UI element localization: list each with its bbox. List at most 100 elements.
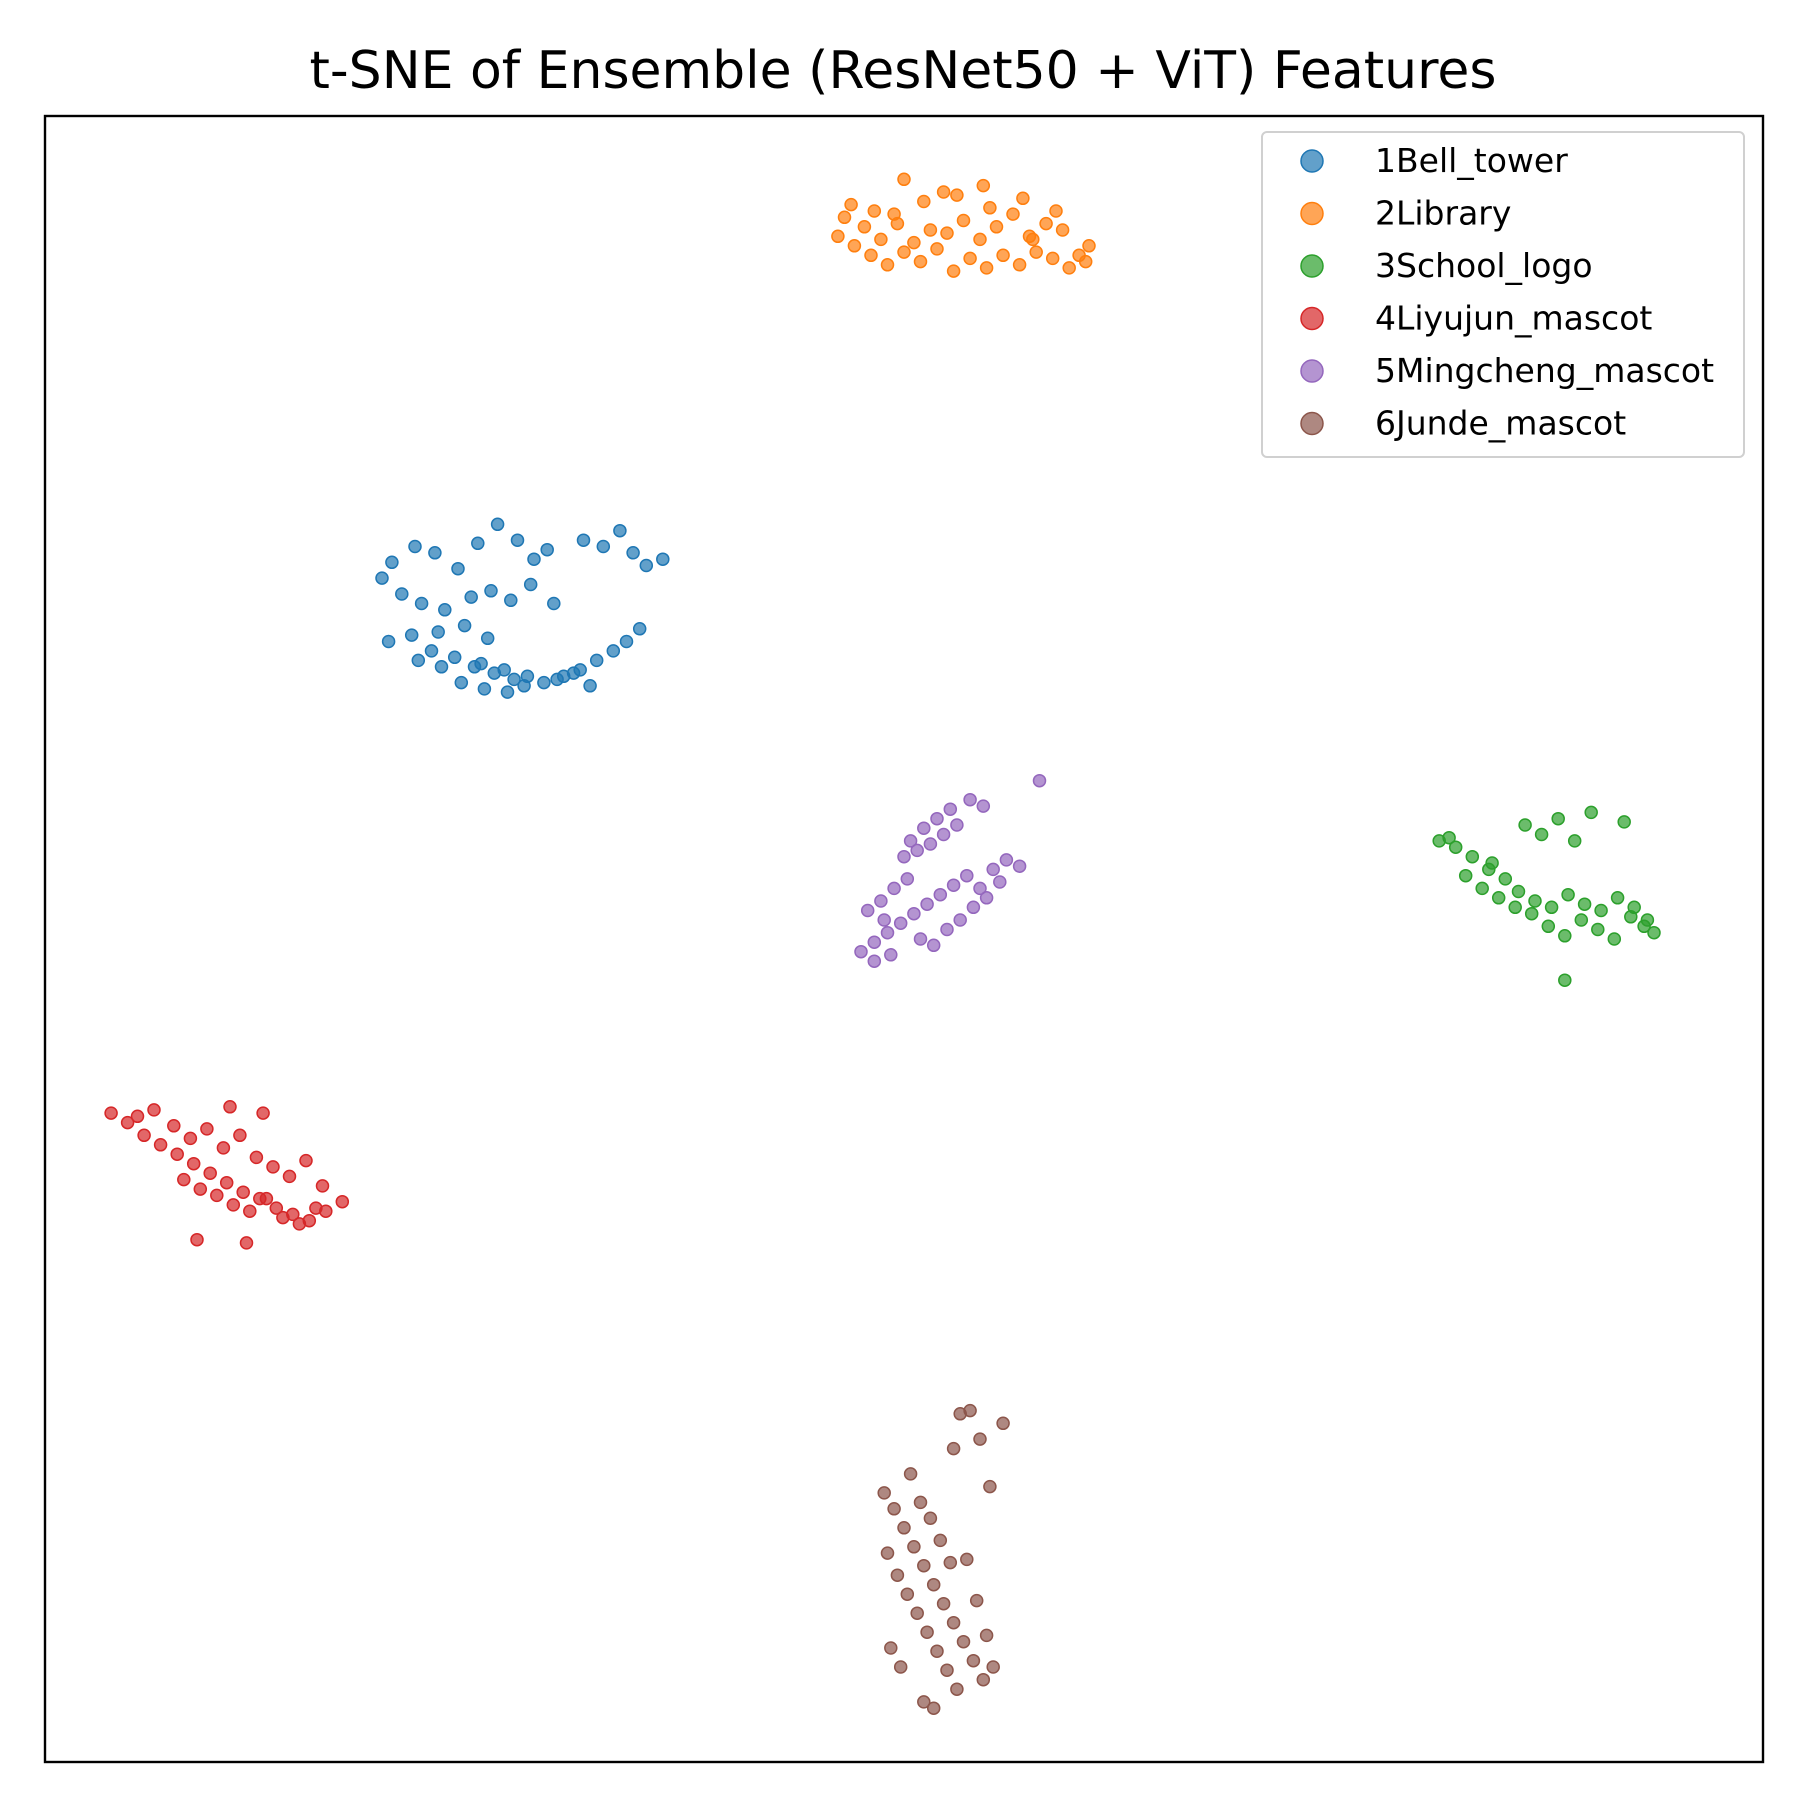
scatter-point (1558, 973, 1572, 987)
scatter-point (1485, 856, 1499, 870)
series-3-points (1432, 805, 1661, 987)
scatter-point (933, 1533, 948, 1548)
scatter-point (950, 188, 964, 202)
scatter-point (874, 894, 888, 908)
legend-marker (1300, 254, 1324, 278)
scatter-point (414, 596, 429, 611)
scatter-point (907, 906, 921, 921)
scatter-point (960, 868, 974, 883)
series-4-points (104, 1100, 350, 1250)
scatter-point (510, 533, 525, 547)
legend-item-5: 5Mingcheng_mascot (1300, 351, 1714, 390)
scatter-point (626, 546, 640, 560)
scatter-point (1026, 232, 1040, 247)
scatter-point (986, 862, 1000, 877)
scatter-point (976, 1672, 991, 1687)
scatter-point (656, 552, 670, 566)
scatter-point (884, 1641, 898, 1655)
scatter-point (966, 900, 981, 915)
chart-title: t-SNE of Ensemble (ResNet50 + ViT) Featu… (310, 41, 1497, 101)
scatter-point (484, 584, 498, 598)
scatter-point (983, 1479, 997, 1494)
scatter-point (917, 1695, 931, 1709)
legend-item-4: 4Liyujun_mascot (1300, 299, 1652, 338)
scatter-point (1610, 891, 1625, 905)
scatter-point (976, 799, 991, 813)
scatter-point (1055, 223, 1070, 237)
scatter-point (867, 204, 882, 218)
scatter-point (540, 542, 554, 557)
scatter-point (930, 242, 944, 256)
scatter-point (940, 922, 954, 937)
scatter-point (897, 849, 911, 864)
scatter-point (1049, 204, 1063, 218)
scatter-point (556, 669, 571, 684)
scatter-point (963, 1403, 977, 1418)
scatter-point (920, 1625, 934, 1639)
legend-item-3: 3School_logo (1300, 246, 1593, 285)
scatter-point (243, 1204, 257, 1218)
scatter-point (632, 622, 647, 636)
scatter-point (926, 938, 941, 953)
scatter-point (537, 675, 551, 690)
scatter-point (913, 254, 928, 269)
scatter-point (973, 1432, 987, 1446)
scatter-point (999, 853, 1014, 867)
scatter-point (1511, 884, 1526, 899)
scatter-point (517, 679, 531, 693)
scatter-point (953, 913, 967, 927)
scatter-point (233, 1128, 247, 1143)
scatter-point (877, 1486, 891, 1500)
scatter-point (424, 644, 439, 658)
scatter-point (487, 666, 502, 680)
scatter-point (606, 644, 621, 658)
scatter-point (434, 660, 449, 674)
scatter-point (1647, 925, 1661, 940)
scatter-point (923, 837, 938, 851)
scatter-point (976, 178, 991, 193)
scatter-point (893, 916, 908, 930)
scatter-point (1016, 191, 1030, 206)
scatter-point (447, 650, 462, 665)
scatter-point (950, 1682, 964, 1696)
scatter-point (1534, 827, 1549, 842)
scatter-point (996, 1416, 1010, 1431)
scatter-point (589, 653, 604, 668)
scatter-point (864, 248, 878, 263)
scatter-point (966, 1653, 981, 1668)
scatter-point (471, 536, 485, 551)
scatter-point (897, 245, 911, 259)
scatter-point (936, 1596, 951, 1611)
legend-label: 4Liyujun_mascot (1375, 299, 1652, 338)
legend-item-1: 1Bell_tower (1300, 141, 1568, 180)
scatter-point (170, 1147, 184, 1161)
scatter-point (969, 1593, 984, 1608)
legend: 1Bell_tower 2Library 3School_logo 4Liyujun_… (1261, 131, 1745, 458)
scatter-point (989, 220, 1004, 234)
scatter-point (1637, 919, 1651, 934)
scatter-point (1498, 872, 1513, 886)
scatter-point (1551, 811, 1565, 826)
scatter-point (887, 881, 901, 896)
series-2-points (831, 172, 1096, 278)
scatter-point (438, 603, 452, 617)
scatter-point (956, 213, 971, 228)
scatter-point (375, 571, 389, 585)
scatter-point (1032, 773, 1047, 788)
scatter-point (1029, 245, 1043, 259)
legend-item-2: 2Library (1300, 194, 1511, 233)
scatter-point (963, 792, 977, 807)
scatter-point (1006, 207, 1020, 221)
scatter-point (1561, 887, 1575, 902)
scatter-point (219, 1175, 234, 1190)
legend-marker (1300, 411, 1324, 436)
scatter-point (477, 682, 492, 696)
scatter-point (239, 1236, 254, 1250)
scatter-point (210, 1188, 224, 1203)
scatter-point (596, 539, 611, 554)
scatter-point (963, 251, 977, 266)
scatter-point (547, 596, 561, 611)
scatter-point (1544, 900, 1559, 915)
scatter-point (979, 891, 994, 905)
